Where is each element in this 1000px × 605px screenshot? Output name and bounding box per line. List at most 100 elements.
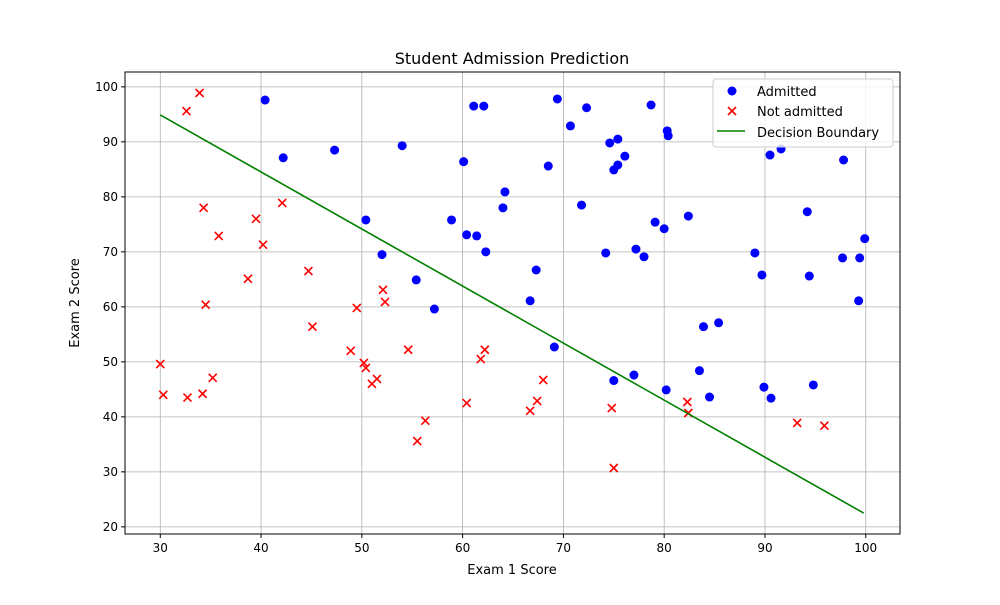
x-tick-label: 30: [153, 541, 168, 555]
admitted-point: [650, 217, 660, 227]
x-tick-label: 50: [354, 541, 369, 555]
admitted-point: [552, 94, 562, 104]
admitted-point: [839, 155, 849, 165]
admitted-point: [377, 250, 387, 260]
not-admitted-point: [208, 373, 218, 383]
chart-title: Student Admission Prediction: [395, 49, 630, 68]
legend-decision-boundary: Decision Boundary: [757, 126, 879, 141]
not-admitted-point: [462, 398, 472, 408]
admitted-point: [854, 296, 864, 306]
admitted-point: [469, 101, 479, 111]
not-admitted-point: [532, 396, 542, 406]
data-marks: [155, 88, 870, 514]
y-axis-label: Exam 2 Score: [68, 258, 83, 347]
admitted-point: [577, 200, 587, 210]
legend-box: [712, 78, 894, 148]
admitted-point: [639, 252, 649, 262]
not-admitted-point: [155, 359, 165, 369]
not-admitted-point: [201, 300, 211, 310]
admitted-point: [429, 304, 439, 314]
admitted-point: [765, 150, 775, 160]
legend: Admitted Not admitted Decision Boundary: [712, 78, 894, 148]
not-admitted-point: [359, 358, 369, 368]
admitted-point: [498, 203, 508, 213]
admitted-point: [601, 248, 611, 258]
not-admitted-point: [182, 393, 193, 403]
plot-frame: [124, 71, 901, 535]
not-admitted-point: [346, 346, 356, 356]
not-admitted-point: [819, 421, 829, 431]
not-admitted-point: [181, 106, 192, 116]
not-admitted-point: [307, 322, 318, 332]
admitted-point: [278, 153, 288, 163]
admitted-point: [330, 145, 340, 155]
y-tick-label: 60: [103, 300, 118, 314]
not-admitted-point: [258, 240, 268, 250]
admitted-point: [531, 265, 541, 275]
not-admitted-point: [792, 418, 802, 428]
not-admitted-point: [403, 345, 413, 355]
admitted-point: [663, 131, 673, 141]
admitted-point: [613, 134, 623, 144]
x-axis-label: Exam 1 Score: [467, 563, 556, 578]
admitted-point: [549, 342, 559, 352]
not-admitted-point: [538, 375, 548, 385]
not-admitted-point: [277, 198, 287, 208]
not-admitted-point: [476, 354, 486, 364]
not-admitted-point: [480, 345, 490, 355]
grid: [125, 72, 900, 534]
admitted-point: [629, 370, 639, 380]
admitted-point: [631, 244, 641, 254]
admitted-point: [479, 101, 489, 111]
not-admitted-point: [609, 463, 619, 473]
admitted-point: [683, 211, 693, 221]
y-tick-label: 80: [103, 190, 118, 204]
admitted-point: [260, 95, 270, 105]
admitted-point: [694, 366, 704, 376]
admitted-point: [459, 157, 469, 167]
admitted-point: [447, 215, 457, 225]
admitted-point: [462, 230, 472, 240]
admitted-point: [361, 215, 371, 225]
x-tick-label: 100: [854, 541, 877, 555]
admitted-point: [766, 393, 776, 403]
decision-boundary-line: [159, 114, 865, 514]
admitted-point: [659, 224, 669, 234]
admitted-point: [855, 253, 865, 263]
admitted-point: [565, 121, 575, 131]
admitted-point: [613, 160, 623, 170]
y-tick-label: 40: [103, 410, 118, 424]
not-admitted-point: [378, 285, 388, 295]
not-admitted-point: [198, 389, 208, 399]
admitted-point: [582, 103, 592, 113]
admitted-point: [750, 248, 760, 258]
y-tick-label: 100: [95, 80, 118, 94]
admitted-point: [605, 138, 615, 148]
not-admitted-point: [420, 416, 430, 426]
y-tick-label: 50: [103, 355, 118, 369]
admitted-point: [802, 207, 812, 217]
y-tick-label: 70: [103, 245, 118, 259]
admitted-point: [714, 318, 724, 328]
y-tick-label: 90: [103, 135, 118, 149]
not-admitted-point: [251, 214, 261, 224]
admitted-point: [860, 234, 870, 244]
admitted-point: [500, 187, 510, 197]
admitted-point: [609, 376, 619, 386]
not-admitted-point: [243, 274, 253, 284]
admitted-point: [620, 151, 630, 161]
y-tick-label: 30: [103, 465, 118, 479]
y-tick-label: 20: [103, 520, 118, 534]
not-admitted-point: [682, 397, 692, 407]
admitted-point: [838, 253, 848, 263]
x-tick-label: 90: [757, 541, 772, 555]
not-admitted-point: [352, 303, 362, 313]
admitted-point: [698, 322, 708, 332]
admitted-point: [804, 271, 814, 281]
legend-circle-icon: [727, 86, 737, 96]
admitted-point: [808, 380, 818, 390]
admitted-point: [411, 275, 421, 285]
legend-not-admitted: Not admitted: [757, 105, 843, 120]
